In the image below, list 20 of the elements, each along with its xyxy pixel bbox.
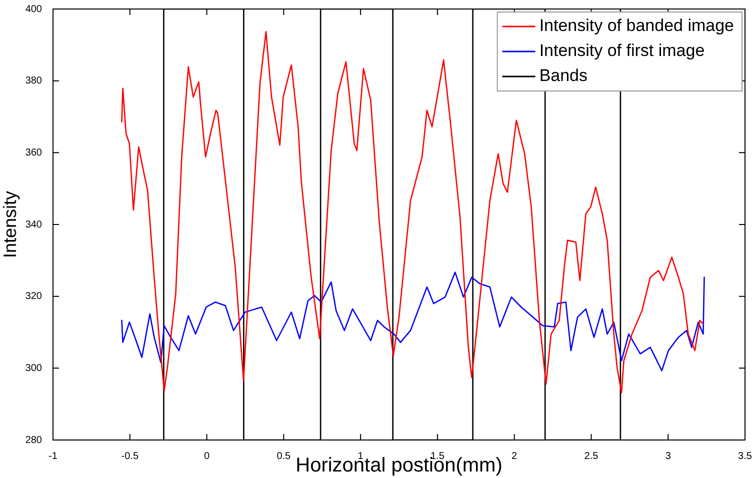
x-tick-label: 0 xyxy=(204,450,210,462)
y-tick-label: 340 xyxy=(25,219,42,230)
y-tick-label: 400 xyxy=(25,4,42,15)
x-tick-label: -0.5 xyxy=(121,450,139,462)
x-tick-label: 2.5 xyxy=(584,450,599,462)
y-tick-label: 360 xyxy=(25,147,42,158)
y-tick-label: 320 xyxy=(25,291,42,302)
y-axis-title: Intensity xyxy=(0,190,20,258)
y-tick-label: 380 xyxy=(25,76,42,87)
x-tick-label: 3.5 xyxy=(738,450,752,462)
x-tick-label: -1 xyxy=(48,450,58,462)
legend-label: Intensity of banded image xyxy=(539,16,734,36)
y-tick-label: 280 xyxy=(25,434,42,446)
x-tick-label: 2 xyxy=(512,450,518,462)
legend-label: Bands xyxy=(539,66,588,86)
legend-label: Intensity of first image xyxy=(539,41,705,60)
x-tick-label: 1 xyxy=(358,450,364,462)
x-tick-label: 0.5 xyxy=(276,450,292,462)
y-tick-label: 300 xyxy=(25,362,42,374)
x-tick-label: 3 xyxy=(665,450,672,462)
